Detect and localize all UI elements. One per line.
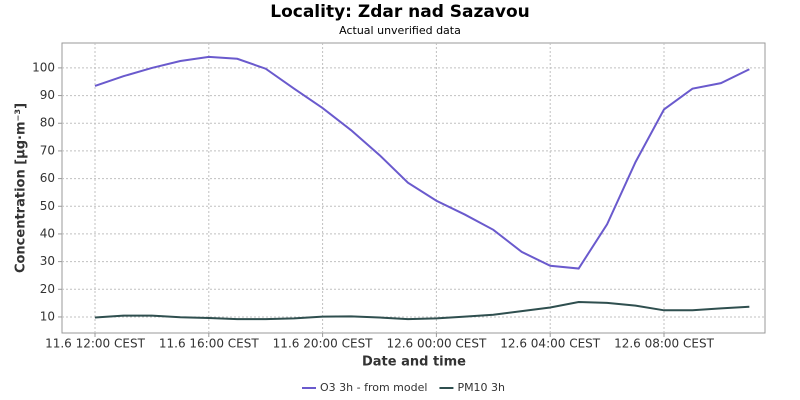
y-tick-label: 60	[40, 171, 55, 185]
y-tick-label: 40	[40, 226, 55, 240]
y-tick-label: 10	[40, 309, 55, 323]
x-tick-label: 11.6 16:00 CEST	[159, 337, 260, 351]
legend-label: PM10 3h	[457, 381, 505, 394]
line-series	[94, 301, 750, 321]
x-tick-label: 11.6 12:00 CEST	[45, 337, 146, 351]
y-tick-label: 80	[40, 116, 55, 130]
y-tick-label: 50	[40, 199, 55, 213]
x-tick-label: 12.6 08:00 CEST	[614, 337, 715, 351]
y-tick-label: 90	[40, 88, 55, 102]
x-tick-label: 11.6 20:00 CEST	[273, 337, 374, 351]
y-tick-label: 70	[40, 143, 55, 157]
y-tick-label: 30	[40, 254, 55, 268]
y-axis-label: Concentration [µg·m⁻³]	[14, 103, 29, 273]
x-tick-label: 12.6 04:00 CEST	[500, 337, 601, 351]
y-tick-label: 20	[40, 282, 55, 296]
legend-label: O3 3h - from model	[320, 381, 427, 394]
line-series	[94, 55, 750, 270]
chart-subtitle: Actual unverified data	[339, 24, 461, 37]
x-axis-label: Date and time	[362, 355, 466, 370]
plot-area	[61, 42, 766, 334]
x-tick-label: 12.6 00:00 CEST	[386, 337, 487, 351]
y-tick-label: 100	[32, 60, 55, 74]
chart-title: Locality: Zdar nad Sazavou	[270, 2, 530, 22]
